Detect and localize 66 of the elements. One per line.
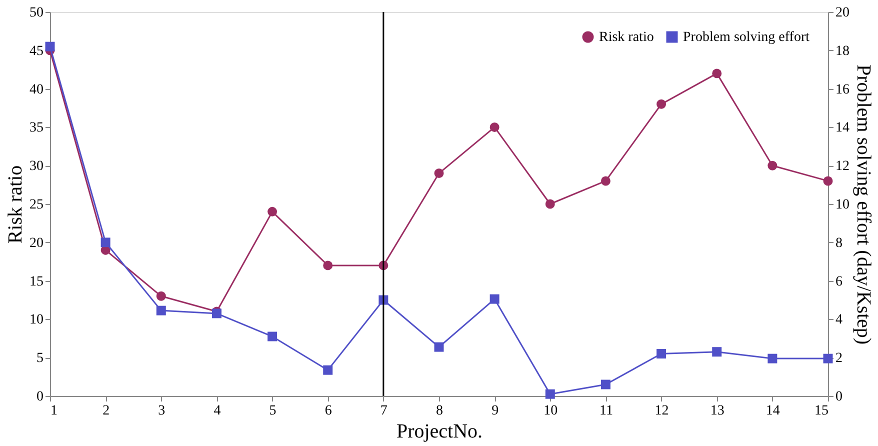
- y-tick-label: 25: [30, 198, 44, 212]
- x-tick-label: 15: [814, 404, 828, 418]
- x-tick-label: 13: [710, 404, 724, 418]
- x-tick-label: 2: [102, 404, 110, 418]
- y2-tick-label: 14: [836, 120, 850, 136]
- point: [268, 206, 278, 216]
- y2-tick-label: 8: [836, 236, 842, 251]
- x-tick-label: 5: [269, 404, 276, 418]
- point: [156, 291, 166, 301]
- point: [323, 260, 333, 270]
- point: [323, 365, 333, 375]
- y-tick-label: 30: [30, 159, 44, 174]
- point: [268, 332, 278, 342]
- point: [823, 354, 833, 364]
- y2-axis-title: Problem solving effort (day/Kstep): [852, 64, 874, 345]
- y-tick-label: 35: [30, 120, 44, 136]
- x-tick-label: 11: [599, 404, 613, 418]
- y2-tick-label: 10: [836, 198, 850, 212]
- point: [434, 342, 444, 352]
- x-tick-label: 7: [380, 404, 388, 418]
- point: [656, 99, 666, 109]
- x-axis-title: ProjectNo.: [396, 420, 483, 442]
- point: [45, 42, 55, 52]
- y-tick-label: 20: [30, 236, 44, 251]
- y2-tick-label: 6: [836, 274, 842, 290]
- y-tick-label: 5: [36, 351, 44, 366]
- x-tick-label: 1: [50, 404, 58, 418]
- y-tick-label: 40: [30, 82, 44, 98]
- y2-tick-label: 18: [836, 44, 850, 59]
- x-tick-label: 12: [654, 404, 669, 418]
- point: [490, 294, 500, 304]
- point: [823, 176, 833, 186]
- y2-tick-label: 0: [836, 390, 842, 404]
- y-tick-label: 10: [30, 312, 44, 328]
- y2-tick-label: 2: [836, 351, 842, 366]
- y2-tick-label: 12: [836, 159, 850, 174]
- x-tick-label: 4: [214, 404, 221, 418]
- point: [545, 389, 555, 399]
- y2-tick-label: 16: [836, 82, 850, 98]
- point: [768, 160, 778, 170]
- x-tick-label: 10: [544, 404, 558, 418]
- y-tick-label: 0: [36, 390, 44, 404]
- point: [768, 354, 778, 364]
- point: [490, 122, 500, 132]
- point: [545, 199, 555, 209]
- legend-label: Risk ratio: [599, 30, 654, 45]
- y-axis-title: Risk ratio: [4, 165, 26, 244]
- y-tick-label: 45: [30, 44, 44, 59]
- point: [712, 347, 722, 357]
- y-tick-label: 50: [30, 6, 44, 20]
- point: [712, 68, 722, 78]
- x-tick-label: 8: [436, 404, 443, 418]
- y2-tick-label: 4: [836, 312, 842, 328]
- point: [156, 306, 166, 316]
- x-tick-label: 9: [492, 404, 499, 418]
- x-tick-label: 6: [324, 404, 332, 418]
- x-tick-label: 3: [158, 404, 166, 418]
- legend-label: Problem solving effort: [683, 30, 810, 45]
- point: [600, 380, 610, 390]
- point: [656, 349, 666, 359]
- point: [600, 176, 610, 186]
- y2-tick-label: 20: [836, 6, 850, 20]
- y-tick-label: 15: [30, 274, 44, 290]
- x-tick-label: 14: [766, 404, 780, 418]
- point: [434, 168, 444, 178]
- point: [100, 238, 110, 248]
